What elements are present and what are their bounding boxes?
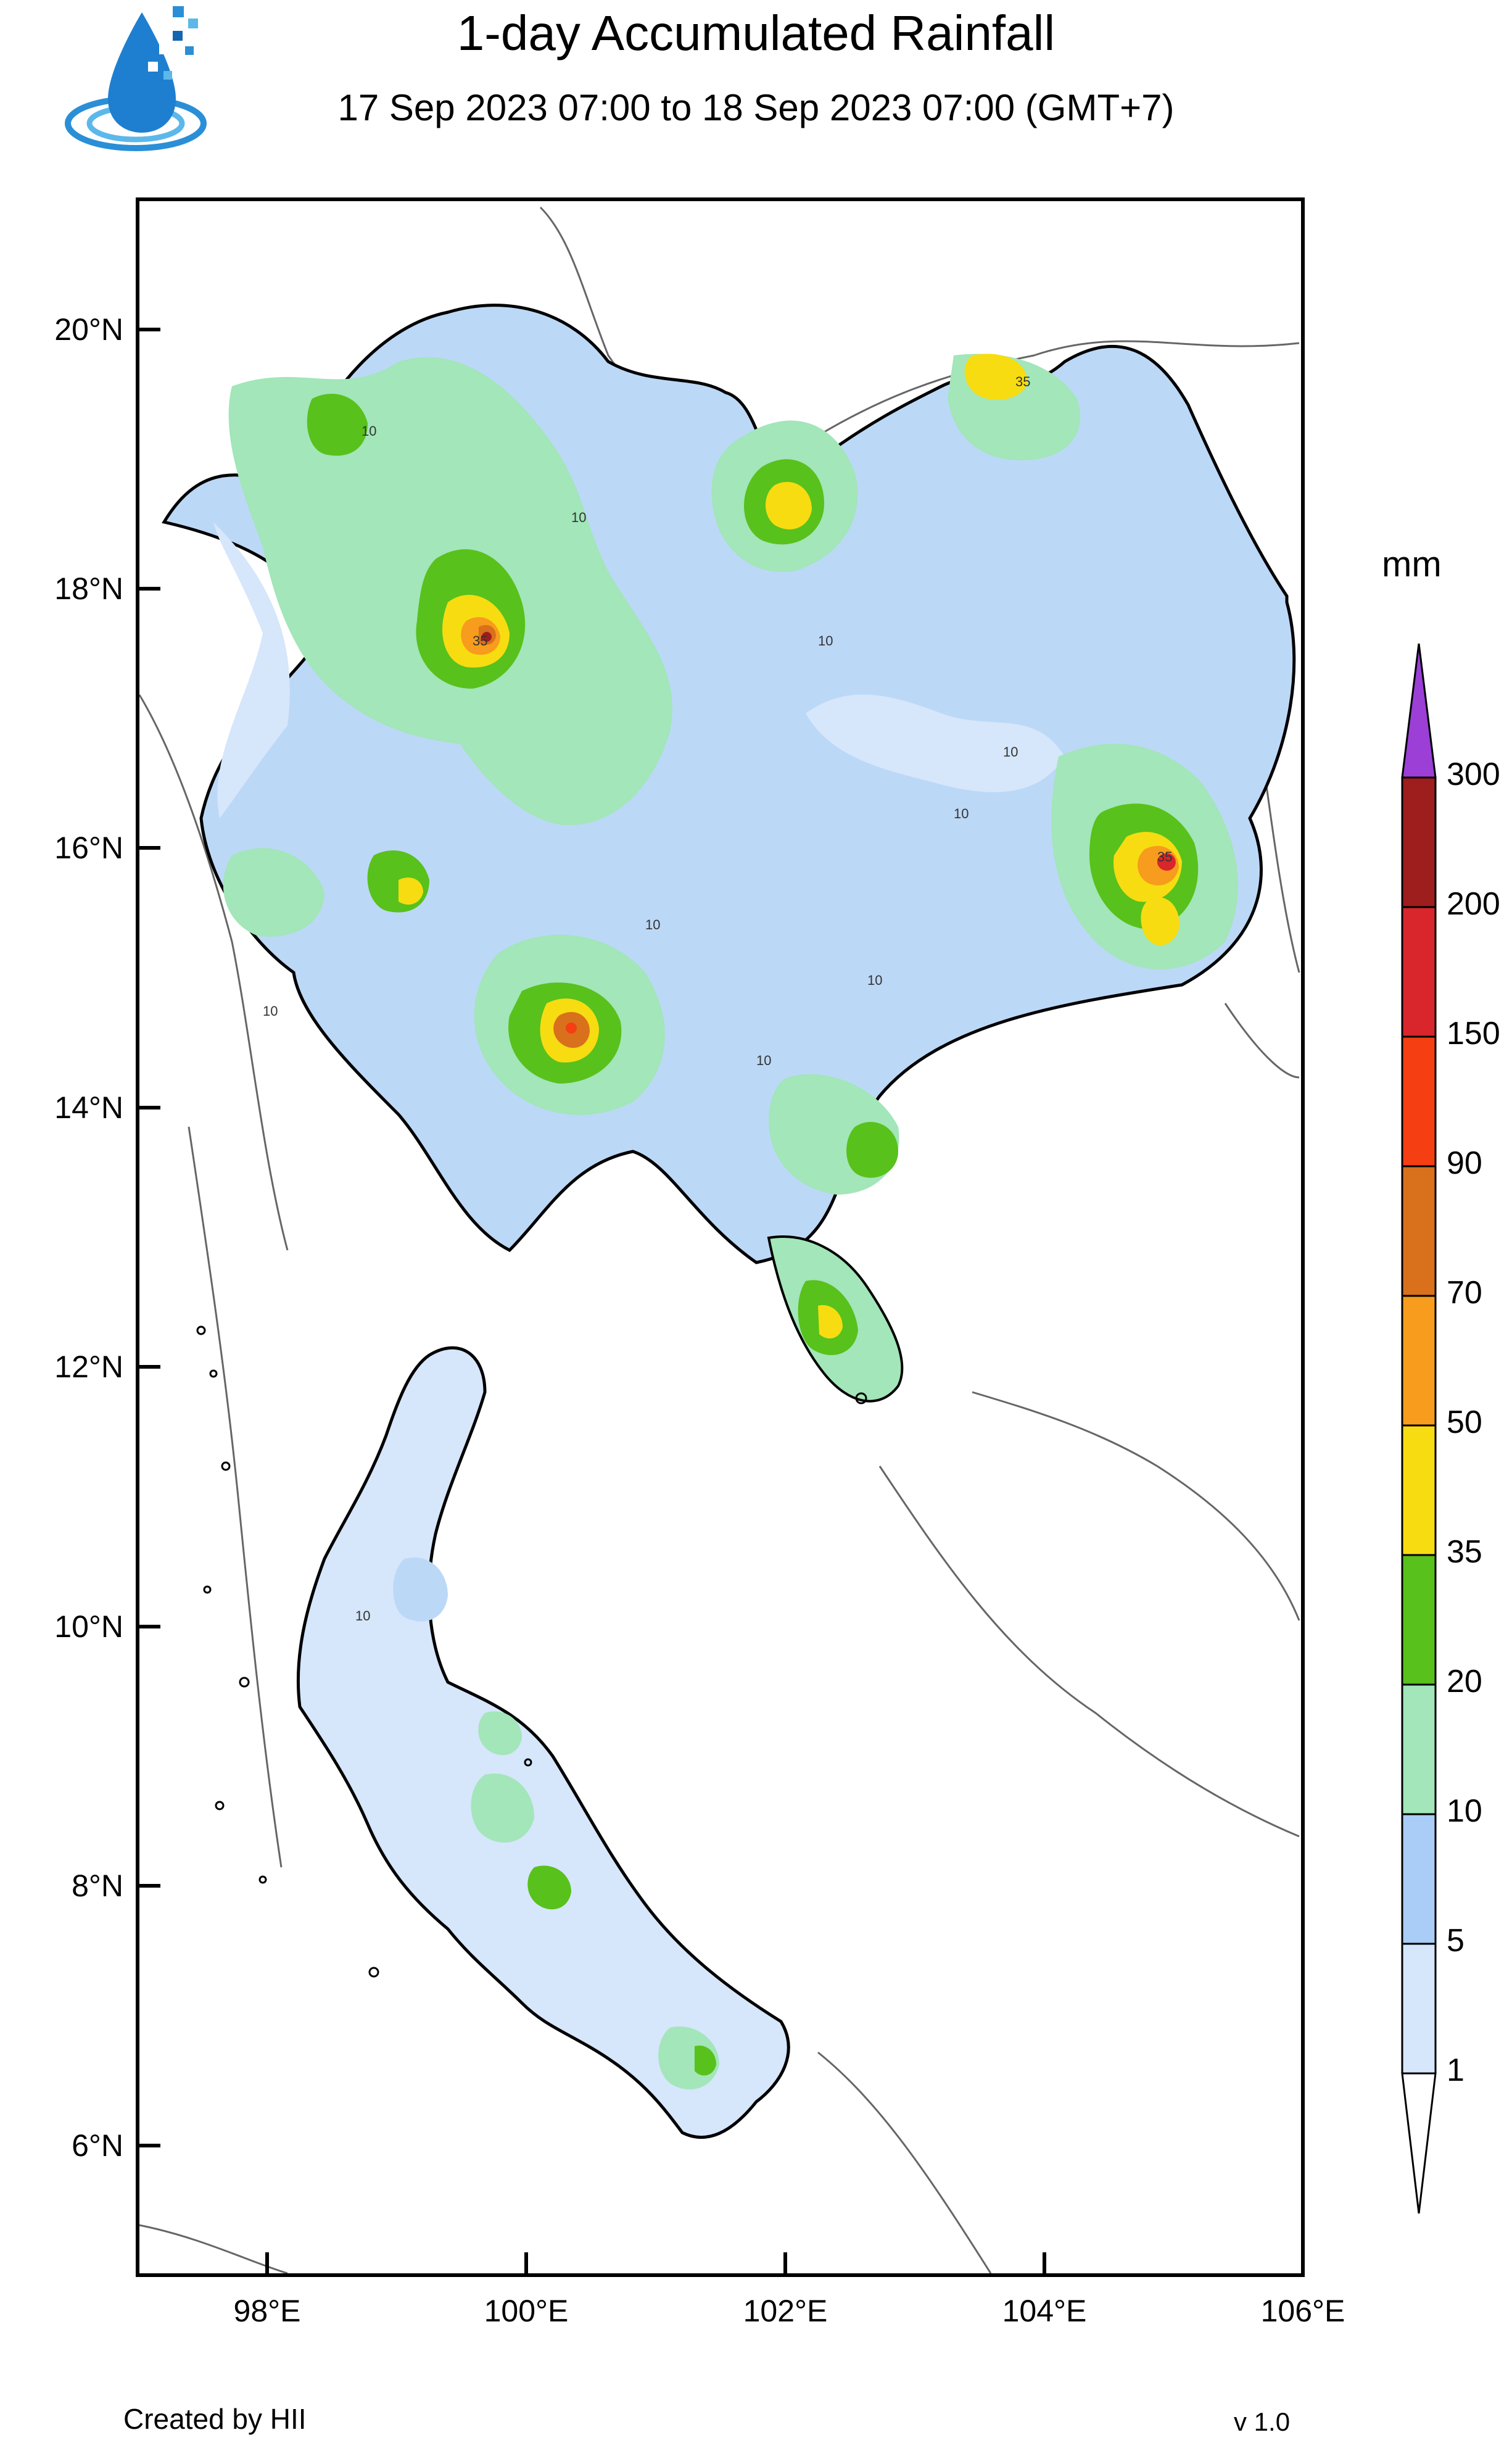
- contour-label: 10: [954, 806, 969, 821]
- lat-label: 10°N: [54, 1609, 123, 1644]
- lon-label: 104°E: [1002, 2294, 1087, 2328]
- lon-tick: [524, 2252, 528, 2277]
- colorbar-bottom-triangle: [1401, 2072, 1437, 2214]
- legend-label: 150: [1447, 1016, 1500, 1051]
- islands: [196, 1325, 867, 1978]
- credit-text: Created by HII: [123, 2403, 307, 2435]
- legend-label: 300: [1447, 757, 1500, 792]
- colorbar-top-triangle: [1401, 643, 1437, 779]
- lon-tick: [1301, 2252, 1305, 2277]
- lon-label: 102°E: [743, 2294, 828, 2328]
- legend-label: 50: [1447, 1404, 1482, 1440]
- lon-label: 100°E: [484, 2294, 569, 2328]
- contour-label: 10: [818, 633, 833, 649]
- lat-tick: [136, 846, 160, 850]
- lon-label: 98°E: [233, 2294, 301, 2328]
- rainfall-map-canvas: 10 10 10 10 10 10 10 10 10 10 35 35 35: [139, 206, 1300, 2273]
- lon-tick: [1043, 2252, 1046, 2277]
- contour-label: 10: [571, 510, 586, 525]
- legend-label: 200: [1447, 886, 1500, 922]
- colorbar-band: [1401, 1295, 1437, 1427]
- legend-label: 20: [1447, 1664, 1482, 1699]
- contour-label: 35: [1015, 374, 1030, 389]
- contour-label: 10: [756, 1053, 771, 1068]
- contour-label: 10: [867, 973, 882, 988]
- contour-label: 10: [645, 917, 660, 932]
- colorbar-band: [1401, 1424, 1437, 1556]
- colorbar: [1400, 642, 1437, 2215]
- colorbar-band: [1401, 1683, 1437, 1815]
- thailand-rainfall: [162, 304, 1296, 2139]
- lon-label: 106°E: [1260, 2294, 1345, 2328]
- contour-label: 35: [1157, 849, 1172, 865]
- rainfall-map: 10 10 10 10 10 10 10 10 10 10 35 35 35: [136, 197, 1305, 2277]
- lat-label: 6°N: [72, 2128, 123, 2163]
- lat-label: 18°N: [54, 571, 123, 606]
- contour-label: 10: [361, 423, 376, 439]
- map-subtitle: 17 Sep 2023 07:00 to 18 Sep 2023 07:00 (…: [337, 87, 1175, 128]
- lon-tick: [783, 2252, 787, 2277]
- lat-tick: [136, 2144, 160, 2147]
- legend-unit: mm: [1382, 544, 1442, 584]
- lat-label: 16°N: [54, 831, 123, 865]
- lat-label: 12°N: [54, 1350, 123, 1384]
- legend-label: 10: [1447, 1793, 1482, 1829]
- contour-label: 10: [355, 1608, 370, 1624]
- colorbar-band: [1401, 906, 1437, 1038]
- lat-label: 20°N: [54, 312, 123, 347]
- version-text: v 1.0: [1234, 2407, 1291, 2436]
- lat-tick: [136, 1884, 160, 1888]
- lat-tick: [136, 1625, 160, 1628]
- colorbar-band: [1401, 1165, 1437, 1297]
- colorbar-band: [1401, 1943, 1437, 2075]
- legend-label: 70: [1447, 1275, 1482, 1311]
- contour-label: 35: [473, 633, 487, 649]
- colorbar-band: [1401, 1813, 1437, 1945]
- lat-tick: [136, 1365, 160, 1369]
- lat-tick: [136, 328, 160, 331]
- contour-label: 10: [1003, 744, 1018, 760]
- colorbar-band: [1401, 1554, 1437, 1686]
- colorbar-band: [1401, 1035, 1437, 1168]
- legend-label: 90: [1447, 1145, 1482, 1181]
- lon-tick: [265, 2252, 269, 2277]
- lat-label: 8°N: [72, 1869, 123, 1903]
- colorbar-band: [1401, 776, 1437, 908]
- water-drop-logo-icon: [49, 0, 222, 173]
- map-title: 1-day Accumulated Rainfall: [456, 6, 1056, 60]
- contour-label: 10: [263, 1003, 278, 1019]
- lat-tick: [136, 587, 160, 591]
- legend-label: 1: [1447, 2052, 1464, 2088]
- legend-label: 35: [1447, 1534, 1482, 1570]
- legend-label: 5: [1447, 1923, 1464, 1959]
- lat-tick: [136, 1106, 160, 1110]
- lat-label: 14°N: [54, 1090, 123, 1125]
